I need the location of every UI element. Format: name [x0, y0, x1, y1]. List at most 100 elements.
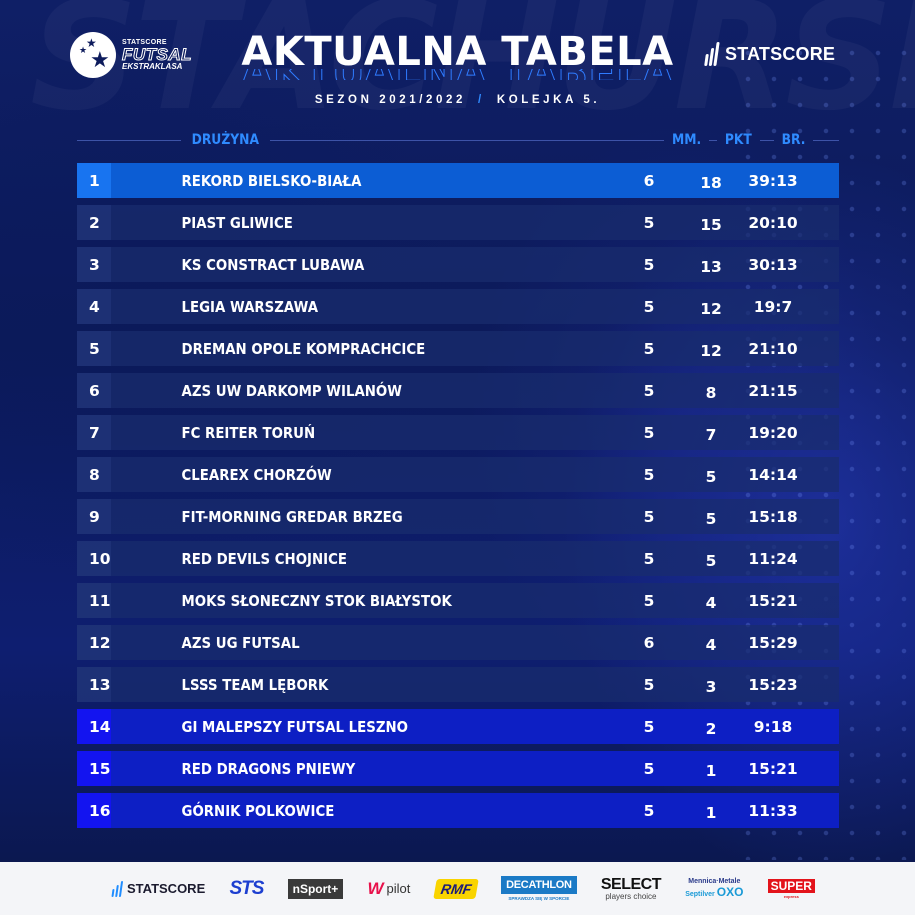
team-name: GÓRNIK POLKOWICE — [181, 801, 335, 820]
team-name: AZS UG FUTSAL — [181, 633, 300, 652]
sponsor-rmf-logo: RMF — [432, 878, 479, 899]
points: 2 — [705, 719, 717, 738]
goals: 15:23 — [748, 675, 798, 694]
points: 15 — [700, 215, 722, 234]
points: 4 — [705, 593, 717, 612]
sponsor-super-text: SUPER — [767, 878, 815, 893]
table-row: 12 AZS UG FUTSAL 6 4 15:29 — [77, 625, 839, 660]
goals: 11:33 — [748, 801, 798, 820]
header-divider — [813, 139, 839, 141]
matches-played: 5 — [643, 717, 655, 736]
goals: 9:18 — [753, 717, 793, 736]
table-row: 10 RED DEVILS CHOJNICE 5 5 11:24 — [77, 541, 839, 576]
goals: 15:21 — [748, 591, 798, 610]
matches-played: 5 — [643, 675, 655, 694]
position: 8 — [77, 457, 111, 492]
points: 8 — [705, 383, 717, 402]
sponsor-bar: STATSCORE STS nSport+ W pilot RMF DECATH… — [0, 862, 915, 915]
table-row: 9 FIT-MORNING GREDAR BRZEG 5 5 15:18 — [77, 499, 839, 534]
points: 1 — [705, 761, 717, 780]
column-header-points: PKT — [725, 132, 753, 148]
matches-played: 5 — [643, 381, 655, 400]
header-divider — [709, 139, 718, 141]
statscore-mark-icon — [111, 880, 124, 897]
points: 4 — [705, 635, 717, 654]
team-name: FIT-MORNING GREDAR BRZEG — [181, 507, 403, 526]
goals: 21:15 — [748, 381, 798, 400]
matches-played: 5 — [643, 465, 655, 484]
points: 13 — [700, 257, 722, 276]
matches-played: 5 — [643, 423, 655, 442]
position: 11 — [77, 583, 111, 618]
table-row: 13 LSSS TEAM LĘBORK 5 3 15:23 — [77, 667, 839, 702]
sponsor-sts-text: STS — [229, 877, 264, 899]
goals: 11:24 — [748, 549, 798, 568]
table-row: 5 DREMAN OPOLE KOMPRACHCICE 5 12 21:10 — [77, 331, 839, 366]
points: 5 — [705, 467, 717, 486]
round-label: KOLEJKA 5. — [496, 94, 601, 106]
sponsor-decathlon-logo: DECATHLON SPRAWDZA SIĘ W SPORCIE — [501, 876, 577, 901]
header-divider — [269, 139, 665, 141]
column-header-team: DRUŻYNA — [191, 132, 260, 148]
matches-played: 5 — [643, 591, 655, 610]
statscore-mark-icon — [704, 42, 720, 66]
sponsor-wp-pilot-text: pilot — [386, 881, 411, 896]
sponsor-rmf-text: RMF — [439, 880, 473, 897]
sponsor-super-express-logo: SUPER express — [767, 878, 815, 899]
position: 2 — [77, 205, 111, 240]
table-row: 11 MOKS SŁONECZNY STOK BIAŁYSTOK 5 4 15:… — [77, 583, 839, 618]
matches-played: 6 — [643, 633, 655, 652]
goals: 30:13 — [748, 255, 798, 274]
team-name: AZS UW DARKOMP WILANÓW — [181, 381, 402, 400]
sponsor-decathlon-tagline: SPRAWDZA SIĘ W SPORCIE — [508, 896, 570, 901]
sponsor-oxo-text: OXO — [716, 884, 744, 899]
sponsor-wp-pilot-logo: W pilot — [367, 879, 410, 899]
points: 5 — [705, 551, 717, 570]
table-row: 14 GI MALEPSZY FUTSAL LESZNO 5 2 9:18 — [77, 709, 839, 744]
sponsor-statscore-logo: STATSCORE — [111, 880, 205, 897]
header-divider — [759, 139, 774, 141]
team-name: FC REITER TORUŃ — [181, 423, 316, 442]
matches-played: 5 — [643, 507, 655, 526]
stars-emblem-icon: ★ ★ ★ — [70, 32, 116, 78]
standings-table: 1 REKORD BIELSKO-BIAŁA 6 18 39:13 2 PIAS… — [77, 163, 839, 835]
matches-played: 5 — [643, 297, 655, 316]
points: 3 — [705, 677, 717, 696]
sponsor-select-tagline: players choice — [605, 891, 657, 901]
points: 18 — [700, 173, 722, 192]
position: 4 — [77, 289, 111, 324]
subtitle-separator: / — [478, 94, 485, 106]
sponsor-nsport-text: nSport+ — [292, 881, 339, 896]
position: 1 — [77, 163, 111, 198]
points: 5 — [705, 509, 717, 528]
wp-mark-icon: W — [367, 878, 384, 898]
position: 12 — [77, 625, 111, 660]
team-name: REKORD BIELSKO-BIAŁA — [181, 171, 362, 190]
league-logo-ekstraklasa: EKSTRAKLASA — [122, 62, 183, 71]
table-row: 1 REKORD BIELSKO-BIAŁA 6 18 39:13 — [77, 163, 839, 198]
header-divider — [77, 139, 181, 141]
league-logo-futsal: FUTSAL — [121, 45, 193, 64]
goals: 15:29 — [748, 633, 798, 652]
sponsor-septilver-text: Septilver — [685, 890, 715, 898]
statscore-logo: STATSCORE — [704, 42, 835, 66]
points: 12 — [700, 299, 722, 318]
position: 14 — [77, 709, 111, 744]
table-row: 16 GÓRNIK POLKOWICE 5 1 11:33 — [77, 793, 839, 828]
team-name: MOKS SŁONECZNY STOK BIAŁYSTOK — [181, 591, 452, 610]
table-row: 3 KS CONSTRACT LUBAWA 5 13 30:13 — [77, 247, 839, 282]
table-row: 6 AZS UW DARKOMP WILANÓW 5 8 21:15 — [77, 373, 839, 408]
matches-played: 5 — [643, 339, 655, 358]
matches-played: 5 — [643, 213, 655, 232]
season-label: SEZON 2021/2022 — [314, 94, 467, 106]
goals: 14:14 — [748, 465, 798, 484]
sponsor-select-text: SELECT — [600, 875, 662, 893]
points: 7 — [705, 425, 717, 444]
page-title-outline: AKTUALNA TABELA — [0, 69, 915, 80]
column-header-matches: MM. — [672, 132, 702, 148]
goals: 39:13 — [748, 171, 798, 190]
team-name: CLEAREX CHORZÓW — [181, 465, 332, 484]
position: 15 — [77, 751, 111, 786]
goals: 20:10 — [748, 213, 798, 232]
team-name: LSSS TEAM LĘBORK — [181, 675, 329, 694]
